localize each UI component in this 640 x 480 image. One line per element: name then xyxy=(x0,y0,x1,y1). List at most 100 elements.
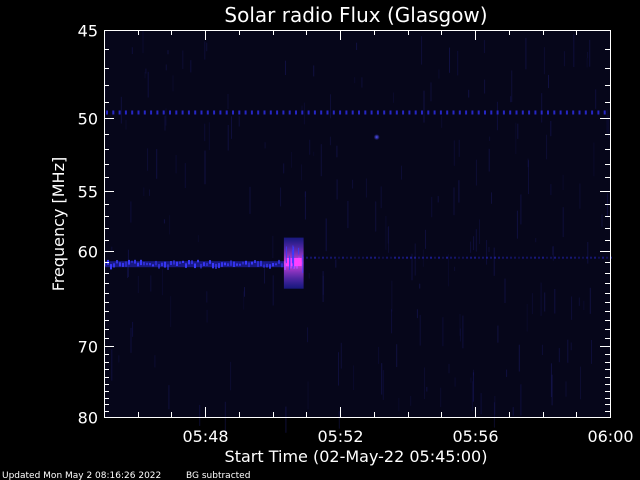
interference-dot xyxy=(137,110,140,115)
noise-streak xyxy=(285,406,287,433)
emission-band-streak xyxy=(185,263,187,268)
noise-streak xyxy=(484,79,486,94)
noise-streak xyxy=(606,109,608,133)
noise-streak xyxy=(440,387,442,408)
faint-band-dot xyxy=(430,256,432,259)
emission-band-streak xyxy=(218,263,220,269)
noise-streak xyxy=(353,365,355,390)
noise-streak xyxy=(391,280,393,312)
interference-dot xyxy=(238,110,241,115)
interference-dot xyxy=(364,110,367,115)
noise-streak xyxy=(565,381,567,397)
plot-background xyxy=(104,30,610,417)
faint-band-dot xyxy=(558,256,560,259)
noise-streak xyxy=(520,384,522,416)
noise-streak xyxy=(182,50,184,69)
burst-streak xyxy=(302,254,304,273)
interference-dot xyxy=(244,110,247,115)
faint-band-dot xyxy=(522,256,524,259)
noise-streak xyxy=(204,150,206,185)
emission-band-streak xyxy=(242,261,244,265)
emission-band-streak xyxy=(116,260,118,264)
faint-band-dot xyxy=(314,256,316,259)
noise-streak xyxy=(309,139,311,155)
x-axis: 05:48 05:52 05:56 06:00 xyxy=(138,30,634,446)
noise-streak xyxy=(393,92,394,103)
interference-dot xyxy=(257,110,260,115)
noise-streak xyxy=(303,102,305,125)
emission-band-streak xyxy=(170,261,172,265)
noise-streak xyxy=(365,178,367,198)
noise-streak xyxy=(475,159,477,186)
faint-band-dot xyxy=(486,256,488,259)
interference-dot xyxy=(351,110,354,115)
noise-streak xyxy=(313,65,315,77)
burst-streak xyxy=(292,245,294,255)
y-axis: 45 50 55 60 70 80 xyxy=(78,22,610,428)
faint-band-dot xyxy=(530,256,532,259)
noise-streak xyxy=(562,207,564,238)
noise-streak xyxy=(483,40,485,54)
x-tick-label: 05:56 xyxy=(452,427,498,446)
interference-dot xyxy=(402,110,405,115)
noise-streak xyxy=(601,214,603,227)
emission-band-streak xyxy=(161,262,163,267)
interference-dot xyxy=(194,110,197,115)
noise-streak xyxy=(410,396,412,406)
noise-streak xyxy=(243,291,245,310)
noise-streak xyxy=(587,51,589,59)
interference-dot xyxy=(496,110,499,115)
noise-streak xyxy=(304,191,306,197)
interference-dot xyxy=(572,110,575,115)
noise-streak xyxy=(458,180,460,203)
noise-streak xyxy=(431,196,433,218)
noise-streak xyxy=(416,309,418,319)
noise-streak xyxy=(541,344,543,355)
noise-streak xyxy=(520,194,522,225)
faint-band-dot xyxy=(306,256,308,259)
emission-band-streak xyxy=(248,262,250,268)
noise-streak xyxy=(285,60,286,75)
interference-dot xyxy=(370,110,373,115)
noise-streak xyxy=(517,123,519,139)
faint-band-dot xyxy=(394,256,396,259)
interference-dot xyxy=(540,110,543,115)
emission-band-streak xyxy=(203,262,205,266)
noise-streak xyxy=(470,377,472,383)
emission-band-streak xyxy=(110,264,112,270)
faint-band-dot xyxy=(506,256,508,259)
interference-dot xyxy=(106,110,108,115)
noise-streak xyxy=(338,411,340,429)
footer-note: BG subtracted xyxy=(186,471,250,480)
noise-streak xyxy=(578,297,580,306)
emission-band-streak xyxy=(179,261,181,264)
noise-streak xyxy=(506,369,508,377)
emission-band-streak xyxy=(167,264,169,270)
noise-streak xyxy=(164,115,166,131)
noise-streak xyxy=(167,50,169,55)
faint-band-dot xyxy=(518,256,520,259)
noise-streak xyxy=(488,247,490,252)
interference-dot xyxy=(131,110,134,115)
noise-streak xyxy=(154,355,156,368)
noise-streak xyxy=(563,51,565,67)
noise-streak xyxy=(280,187,282,207)
emission-band-streak xyxy=(269,264,271,269)
noise-streak xyxy=(301,164,302,181)
interference-dot xyxy=(187,110,190,115)
emission-band-streak xyxy=(143,261,145,266)
faint-band-dot xyxy=(474,256,476,259)
noise-streak xyxy=(570,342,572,351)
emission-band-streak xyxy=(176,261,178,266)
noise-streak xyxy=(421,36,423,65)
faint-band-dot xyxy=(334,256,336,259)
noise-streak xyxy=(486,240,488,265)
noise-streak xyxy=(546,134,548,160)
faint-band-dot xyxy=(362,256,364,259)
noise-streak xyxy=(118,355,120,363)
noise-streak xyxy=(595,89,597,109)
faint-band-dot xyxy=(442,256,444,259)
interference-dot xyxy=(528,110,531,115)
interference-dot xyxy=(591,110,594,115)
emission-band-streak xyxy=(212,263,214,269)
